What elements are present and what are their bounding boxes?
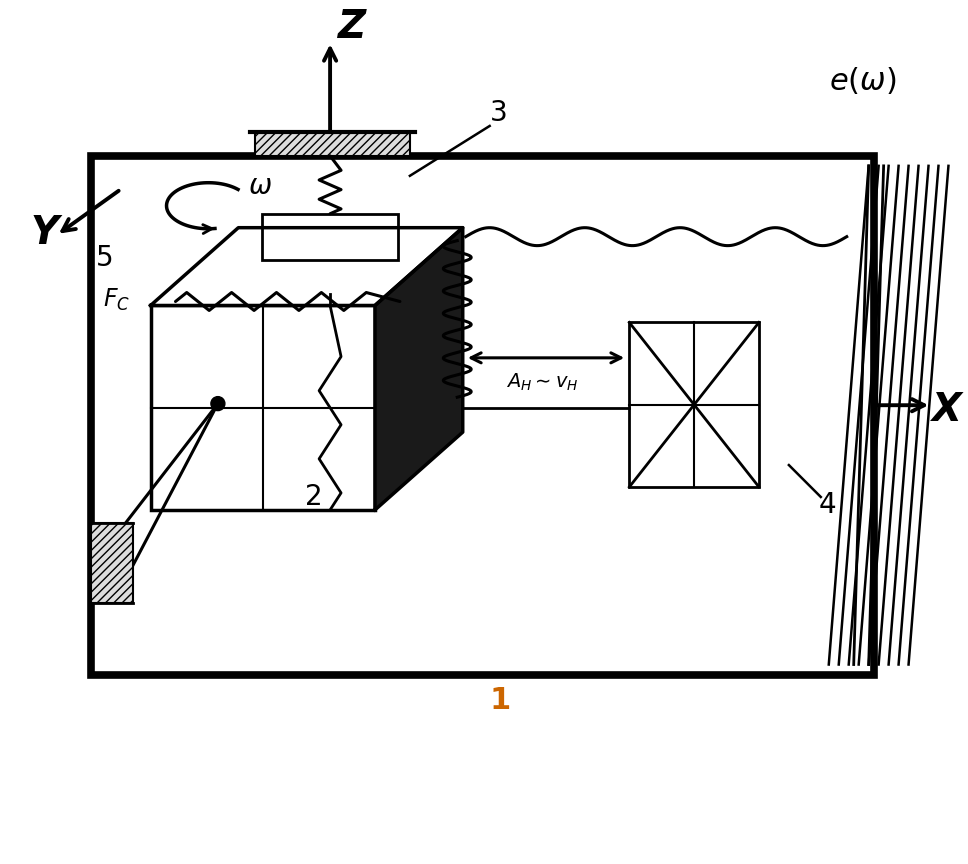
Polygon shape — [375, 228, 463, 510]
Circle shape — [211, 397, 225, 410]
Text: $A_H \sim v_H$: $A_H \sim v_H$ — [506, 372, 579, 393]
Text: 1: 1 — [490, 686, 511, 715]
Text: 5: 5 — [96, 244, 113, 271]
Text: $\omega$: $\omega$ — [249, 172, 272, 200]
Text: Z: Z — [338, 8, 366, 46]
Bar — [256, 132, 409, 156]
Bar — [151, 306, 375, 510]
Bar — [262, 213, 398, 259]
Bar — [629, 322, 759, 487]
Text: Y: Y — [31, 213, 59, 251]
Text: 3: 3 — [490, 99, 507, 127]
Bar — [91, 523, 133, 603]
Text: 2: 2 — [305, 483, 322, 511]
Bar — [91, 156, 874, 675]
Text: X: X — [931, 391, 961, 429]
Polygon shape — [151, 228, 463, 306]
Text: 4: 4 — [819, 491, 836, 519]
Text: $e(\omega)$: $e(\omega)$ — [829, 65, 896, 96]
Text: $F_C$: $F_C$ — [103, 287, 130, 313]
